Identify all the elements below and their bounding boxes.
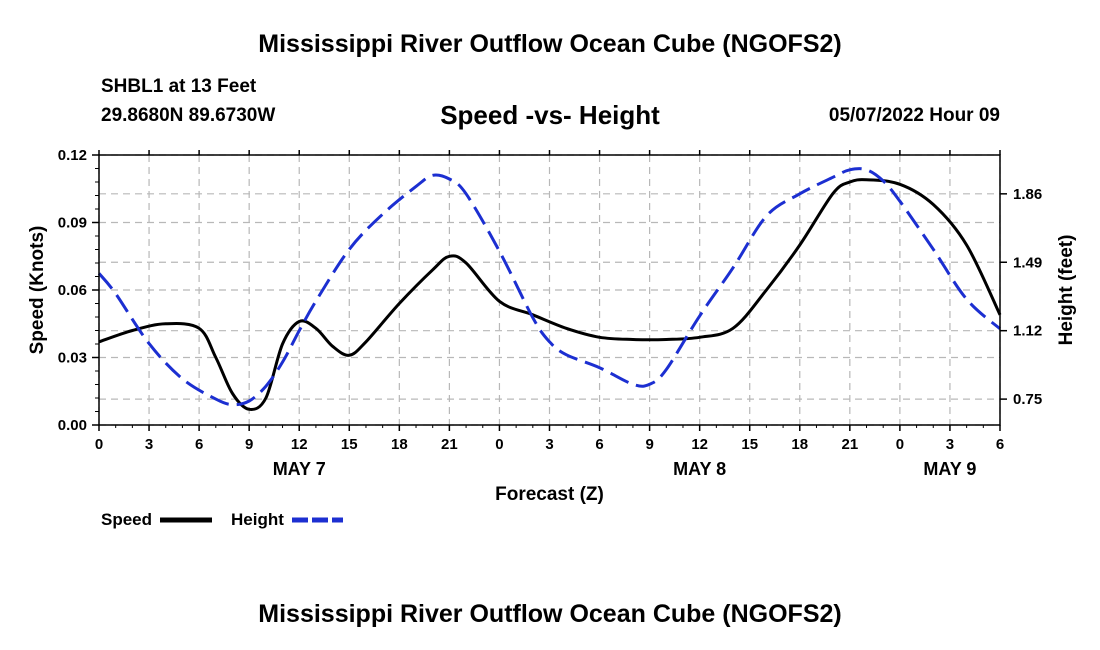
- series-line-height: [97, 167, 1001, 407]
- x-tick-label: 12: [291, 436, 308, 453]
- x-tick-label: 12: [691, 436, 708, 453]
- y-axis-right: 0.75 1.12 1.49 1.86: [1000, 186, 1042, 408]
- gridlines: [98, 154, 1001, 426]
- y-tick-label: 0.09: [58, 215, 87, 232]
- x-tick-label: 6: [595, 436, 603, 453]
- x-tick-label: 6: [195, 436, 203, 453]
- y-tick-label: 0.06: [58, 282, 87, 299]
- y-axis-label: Speed (Knots): [27, 226, 48, 355]
- series-lines: [97, 167, 1002, 411]
- x-tick-label: 0: [896, 436, 904, 453]
- legend: Speed Height: [101, 510, 343, 529]
- x-tick-label: 21: [441, 436, 458, 453]
- station-coordinates: 29.8680N 89.6730W: [101, 105, 276, 126]
- date-label: MAY 8: [673, 459, 726, 479]
- forecast-datetime: 05/07/2022 Hour 09: [828, 105, 1000, 126]
- chart-main-title-repeat: Mississippi River Outflow Ocean Cube (NG…: [258, 600, 842, 628]
- legend-height-label: Height: [231, 510, 284, 529]
- chart-subtitle: Speed -vs- Height: [440, 100, 660, 130]
- x-tick-label: 21: [841, 436, 858, 453]
- x-tick-label: 15: [741, 436, 758, 453]
- x-tick-label: 3: [145, 436, 153, 453]
- y2-tick-label: 1.86: [1013, 186, 1042, 203]
- x-tick-label: 15: [341, 436, 358, 453]
- x-axis-label: Forecast (Z): [495, 484, 604, 505]
- x-axis: 0 3 6 9 12 15 18 21 0 3 6 9 12 15 18 21 0 3 6 MAY 7 MAY 8 MAY…: [95, 150, 1004, 479]
- y-tick-label: 0.12: [58, 147, 87, 164]
- y2-tick-label: 0.75: [1013, 391, 1042, 408]
- y2-tick-label: 1.12: [1013, 323, 1042, 340]
- series-line-speed: [98, 178, 1002, 411]
- date-label: MAY 7: [273, 459, 326, 479]
- y-tick-label: 0.03: [58, 350, 87, 367]
- y-tick-label: 0.00: [58, 417, 87, 434]
- x-tick-label: 6: [996, 436, 1004, 453]
- date-label: MAY 9: [923, 459, 976, 479]
- y2-axis-label: Height (feet): [1056, 235, 1077, 346]
- x-tick-label: 9: [245, 436, 253, 453]
- x-tick-label: 3: [545, 436, 553, 453]
- x-tick-label: 18: [791, 436, 808, 453]
- x-tick-label: 0: [495, 436, 503, 453]
- y2-tick-label: 1.49: [1013, 254, 1042, 271]
- x-tick-label: 3: [946, 436, 954, 453]
- station-label: SHBL1 at 13 Feet: [101, 76, 257, 97]
- chart-main-title: Mississippi River Outflow Ocean Cube (NG…: [258, 30, 842, 58]
- x-tick-label: 18: [391, 436, 408, 453]
- legend-speed-label: Speed: [101, 510, 152, 529]
- x-tick-label: 9: [645, 436, 653, 453]
- x-tick-label: 0: [95, 436, 103, 453]
- y-axis-left: 0.00 0.03 0.06 0.09 0.12: [58, 147, 99, 434]
